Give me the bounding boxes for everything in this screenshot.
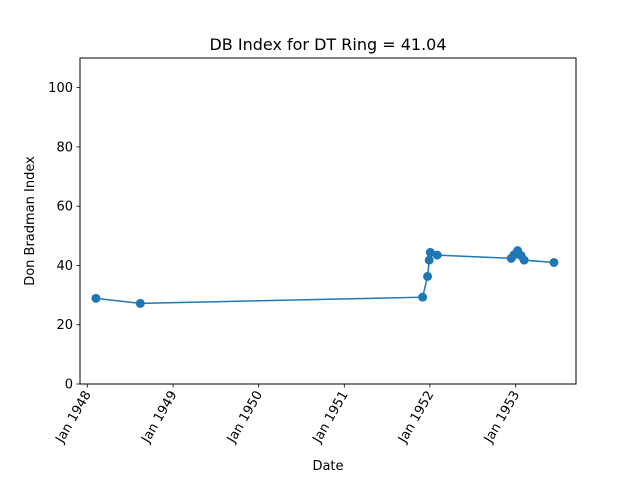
y-tick-label: 60 — [56, 200, 73, 215]
y-tick-label: 40 — [56, 259, 73, 274]
y-axis: 0 20 40 60 80 100 — [48, 81, 80, 393]
data-point — [519, 255, 529, 265]
chart-title: DB Index for DT Ring = 41.04 — [209, 35, 446, 54]
data-point — [425, 247, 435, 257]
y-tick-label: 20 — [56, 318, 73, 333]
plot-area — [79, 57, 577, 385]
y-axis-label: Don Bradman Index — [23, 156, 38, 286]
data-point — [423, 271, 433, 281]
data-point — [91, 293, 101, 303]
plot-frame — [79, 57, 577, 385]
y-tick-label: 100 — [48, 81, 73, 96]
data-point — [135, 298, 145, 308]
data-point — [418, 292, 428, 302]
y-tick-label: 80 — [56, 140, 73, 155]
series-layer — [91, 246, 559, 308]
x-axis-label: Date — [312, 459, 343, 474]
data-point — [432, 250, 442, 260]
data-point — [424, 255, 434, 265]
y-tick-label: 0 — [65, 378, 73, 393]
data-point — [549, 257, 559, 267]
